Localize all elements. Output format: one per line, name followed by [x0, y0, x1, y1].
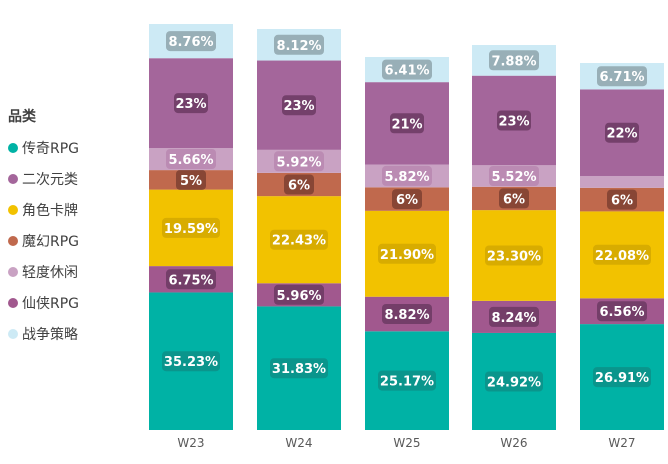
data-label-bg	[499, 188, 529, 209]
data-label: 25.17%	[380, 375, 434, 390]
data-label-bg	[382, 59, 432, 80]
data-label-bg	[485, 245, 543, 266]
legend-swatch	[8, 328, 18, 339]
data-label: 5.82%	[384, 170, 429, 185]
data-label-bg	[390, 113, 424, 134]
data-label: 23.30%	[487, 250, 541, 265]
data-label-bg	[605, 122, 639, 143]
data-label: 23%	[283, 99, 314, 114]
data-label-bg	[274, 151, 324, 172]
legend-swatch	[8, 235, 18, 246]
data-label: 21%	[391, 117, 422, 132]
legend-label: 二次元类	[22, 171, 78, 188]
data-label: 8.76%	[168, 35, 213, 50]
legend-item-4[interactable]: 轻度休闲	[8, 256, 79, 287]
data-label: 23%	[498, 115, 529, 130]
legend-title: 品类	[8, 109, 36, 125]
data-label: 5%	[180, 174, 202, 189]
data-label: 19.59%	[164, 222, 218, 237]
data-label: 6%	[396, 193, 418, 208]
data-label: 8.24%	[491, 311, 536, 326]
data-label-bg	[166, 149, 216, 169]
data-label-bg	[597, 66, 647, 87]
data-label: 6.75%	[168, 273, 213, 288]
data-label: 6.56%	[599, 305, 644, 320]
data-label: 22%	[606, 127, 637, 142]
data-label-bg	[489, 306, 539, 327]
x-tick-label: W26	[500, 436, 527, 450]
legend-item-0[interactable]: 传奇RPG	[8, 132, 79, 163]
data-label: 23%	[175, 97, 206, 112]
data-label-bg	[270, 229, 328, 250]
legend-swatch	[8, 297, 18, 308]
legend-item-5[interactable]: 仙侠RPG	[8, 287, 79, 318]
data-label-bg	[485, 371, 543, 392]
data-label: 24.92%	[487, 376, 541, 391]
data-label: 5.52%	[491, 170, 536, 185]
data-label: 6%	[288, 179, 310, 194]
data-label: 8.12%	[276, 39, 321, 54]
data-label-bg	[597, 301, 647, 322]
legend-swatch	[8, 204, 18, 215]
data-label: 7.88%	[491, 54, 536, 69]
data-label-bg	[607, 189, 637, 210]
data-label-bg	[489, 50, 539, 71]
data-label-bg	[378, 370, 436, 391]
data-label-bg	[497, 110, 531, 131]
data-label-bg	[489, 166, 539, 186]
data-label-bg	[593, 244, 651, 265]
data-label-bg	[166, 269, 216, 290]
data-label: 6.71%	[599, 70, 644, 85]
data-label-bg	[378, 243, 436, 264]
data-label: 6.41%	[384, 64, 429, 79]
data-label-bg	[274, 34, 324, 55]
legend-swatch	[8, 266, 18, 277]
data-label-bg	[176, 169, 206, 190]
legend: 品类 传奇RPG 二次元类角色卡牌魔幻RPG 轻度休闲仙侠RPG 战争策略	[8, 106, 79, 349]
data-label-bg	[174, 93, 208, 114]
legend-label: 角色卡牌	[22, 202, 78, 219]
data-label: 5.96%	[276, 289, 321, 304]
data-label: 5.92%	[276, 155, 321, 170]
legend-swatch	[8, 173, 18, 184]
legend-label: 魔幻RPG	[22, 233, 80, 250]
legend-item-3[interactable]: 魔幻RPG	[8, 225, 79, 256]
data-label: 5.66%	[168, 153, 213, 168]
x-tick-label: W27	[608, 436, 635, 450]
legend-label: 传奇RPG	[22, 140, 80, 157]
data-label: 22.08%	[595, 249, 649, 264]
legend-label: 轻度休闲	[22, 264, 78, 281]
data-label-bg	[270, 358, 328, 379]
data-label-bg	[382, 165, 432, 186]
data-label-bg	[382, 304, 432, 324]
data-label: 31.83%	[272, 362, 326, 377]
data-label-bg	[282, 95, 316, 116]
legend-swatch	[8, 142, 18, 153]
data-label-bg	[162, 217, 220, 238]
data-label-bg	[166, 31, 216, 52]
data-label: 8.82%	[384, 308, 429, 323]
data-label: 6%	[503, 192, 525, 207]
data-label-bg	[284, 174, 314, 195]
data-label-bg	[392, 189, 422, 210]
data-label: 22.43%	[272, 234, 326, 249]
x-tick-label: W23	[177, 436, 204, 450]
data-label-bg	[162, 351, 220, 372]
data-label: 6%	[611, 194, 633, 209]
x-tick-label: W25	[393, 436, 420, 450]
bar-segment	[580, 175, 664, 188]
x-tick-label: W24	[285, 436, 312, 450]
legend-item-2[interactable]: 角色卡牌	[8, 194, 79, 225]
data-label-bg	[593, 367, 651, 388]
data-label: 35.23%	[164, 355, 218, 370]
legend-item-6[interactable]: 战争策略	[8, 318, 79, 349]
data-label: 21.90%	[380, 248, 434, 263]
data-label-bg	[274, 284, 324, 305]
legend-item-1[interactable]: 二次元类	[8, 163, 79, 194]
legend-label: 仙侠RPG	[22, 295, 80, 312]
legend-label: 战争策略	[22, 326, 78, 343]
data-label: 26.91%	[595, 371, 649, 386]
